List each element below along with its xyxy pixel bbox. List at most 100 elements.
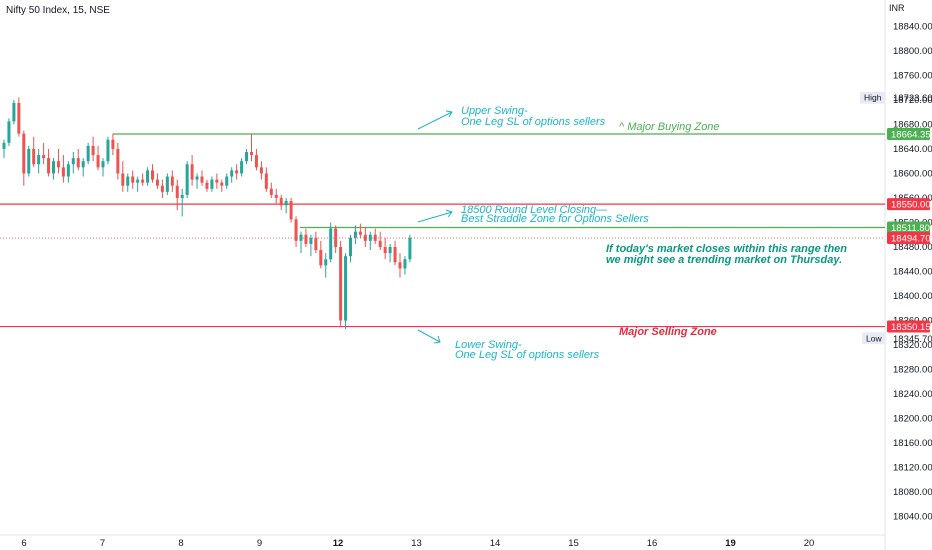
candle-body [398,262,402,269]
lower-swing-price-tag [887,320,930,333]
candle-body [160,185,164,192]
candle-body [393,246,397,263]
candle-body [146,170,150,183]
candle-body [121,173,125,186]
candle-body [284,201,288,206]
straddle-price-tag-label: 18511.80 [891,223,930,234]
candle-body [294,219,298,241]
candle-body [363,234,367,241]
candle-body [12,102,16,122]
candle-body [225,176,229,186]
upper-swing-price-tag-label: 18664.35 [891,130,931,141]
candle-body [368,234,372,241]
upper-swing-arrowhead [445,110,453,118]
candle-body [185,164,189,195]
candle-body [235,170,239,174]
y-tick-label: 18200.00 [893,414,932,425]
candle-body [76,158,80,168]
high-value-label: 18723.60 [893,93,932,104]
currency-label: INR [889,3,905,13]
round-level-price-tag [887,198,930,211]
candle-body [309,237,313,244]
lower-swing-arrowhead [433,335,441,344]
annotation-arrows [417,110,453,344]
candle-body [190,164,194,180]
candle-body [349,237,352,257]
x-tick-label: 16 [647,538,658,549]
candle-body [170,176,174,186]
candle-body [66,164,70,177]
x-tick-label: 19 [725,538,736,549]
candlesticks [2,97,412,330]
candle-body [111,139,115,149]
x-tick-label: 8 [178,538,183,549]
trend-note-text-1: If today's market closes within this ran… [606,243,847,255]
last-price-price-tag-label: 18494.70 [891,233,931,244]
candle-body [205,182,209,189]
candle-body [151,170,154,180]
y-tick-label: 18320.00 [893,340,932,351]
candle-body [279,197,283,206]
y-tick-label: 18080.00 [893,487,932,498]
upper-swing-arrow [417,111,453,130]
candle-body [408,237,412,260]
y-tick-label: 18120.00 [893,463,932,474]
candle-body [289,201,293,220]
x-tick-label: 13 [411,538,422,549]
y-tick-label: 18160.00 [893,438,932,449]
candle-body [353,231,357,238]
trend-note-text-2: we might see a trending market on Thursd… [606,254,842,266]
y-tick-label: 18800.00 [893,46,932,57]
candle-body [388,246,392,254]
lower-swing-text-1: Lower Swing- [455,339,522,351]
horizontal-levels [0,133,885,328]
candle-body [378,240,382,247]
candle-body [47,158,51,174]
candle-body [106,139,110,162]
candle-body [324,259,328,266]
candle-body [339,246,343,321]
round-level-text-1: 18500 Round Level Closing— [461,204,608,216]
x-tick-label: 9 [257,538,262,549]
y-tick-label: 18280.00 [893,365,932,376]
y-tick-label: 18840.00 [893,21,932,32]
candle-body [175,185,179,198]
candle-body [22,133,26,174]
y-tick-label: 18680.00 [893,119,932,130]
candle-body [200,176,204,183]
lower-swing-arrow [417,329,441,343]
candle-body [269,188,273,195]
y-tick-label: 18480.00 [893,242,932,253]
candle-body [329,228,333,260]
candle-body [116,148,120,174]
candle-body [299,234,303,241]
candle-body [141,179,145,183]
symbol-title[interactable]: Nifty 50 Index, 15, NSE [6,5,110,16]
y-tick-label: 18240.00 [893,389,932,400]
candle-body [17,102,21,134]
x-tick-label: 20 [804,538,815,549]
y-tick-label: 18040.00 [893,512,932,523]
candle-body [155,179,159,186]
high-tag-label: High [864,93,882,103]
candle-body [274,194,278,198]
candle-body [254,155,258,168]
round-level-arrowhead [445,209,453,218]
candle-body [96,155,100,168]
y-tick-label: 18400.00 [893,291,932,302]
x-axis: 6 7 8 9 12 13 14 15 16 19 20 [21,538,814,549]
last-price-price-tag [887,231,930,244]
low-tag-box [862,332,885,345]
plot-area[interactable] [0,0,885,535]
candle-body [344,256,348,321]
candle-body [259,167,263,174]
candle-body [264,173,268,189]
upper-swing-price-tag [887,128,930,141]
round-level-price-tag-label: 18550.00 [891,200,931,211]
candle-body [403,259,407,269]
x-tick-label: 14 [490,538,501,549]
x-tick-label: 6 [21,538,26,549]
candle-body [220,182,224,186]
y-tick-label: 18640.00 [893,144,932,155]
